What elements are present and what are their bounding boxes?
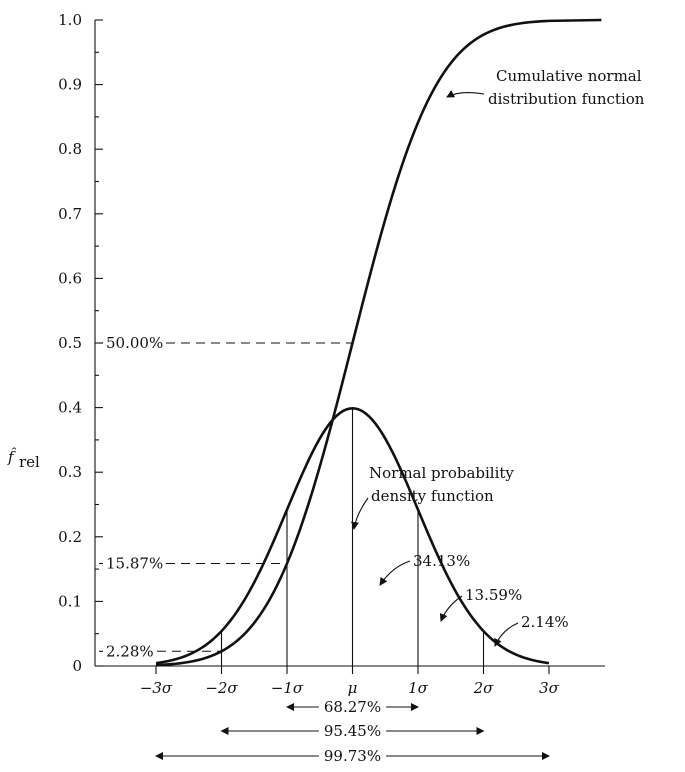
cdf-label-line-1: Cumulative normal <box>496 67 642 85</box>
ref-line-label: 50.00% <box>106 334 163 352</box>
area-label-2-pointer <box>494 622 519 647</box>
sigma-vertical-lines <box>220 408 485 666</box>
percentage-ranges: 68.27% 95.45% 99.73% <box>155 698 550 765</box>
y-axis-ticks: 0 0.1 0.2 0.3 0.4 0.5 0.6 0.7 0.8 0.9 1.0 <box>58 11 103 675</box>
y-axis-label: f̂ rel <box>7 448 40 471</box>
y-tick-label: 0.4 <box>58 399 82 417</box>
x-tick-label: 3σ <box>539 679 560 697</box>
pdf-label-line-2: density function <box>371 487 494 505</box>
x-axis-ticks: −3σ −2σ −1σ μ 1σ 2σ 3σ <box>140 666 560 697</box>
cdf-label: Cumulative normal distribution function <box>446 67 645 108</box>
pdf-label-pointer <box>351 497 369 530</box>
x-tick-label: −1σ <box>271 679 304 697</box>
cdf-curve <box>155 18 602 667</box>
y-tick-label: 0.3 <box>58 463 82 481</box>
y-tick-label: 0.2 <box>58 528 82 546</box>
y-tick-label: 0.9 <box>58 76 82 94</box>
area-label-2: 2.14% <box>521 613 569 631</box>
area-label-34-pointer <box>379 560 411 586</box>
y-tick-label: 0.1 <box>58 592 82 610</box>
range-label: 95.45% <box>324 722 381 740</box>
area-label-middle: 13.59% <box>439 586 522 622</box>
y-tick-label: 0.7 <box>58 205 82 223</box>
y-tick-label: 0.8 <box>58 140 82 158</box>
y-tick-label: 0.6 <box>58 269 82 287</box>
cdf-label-line-2: distribution function <box>488 90 645 108</box>
pdf-label-line-1: Normal probability <box>369 464 514 482</box>
pdf-curve <box>155 406 550 665</box>
cdf-label-pointer <box>446 90 485 98</box>
y-tick-label: 1.0 <box>58 11 82 29</box>
y-tick-label: 0.5 <box>58 334 82 352</box>
reference-lines: 50.00% 15.87% 2.28% <box>99 334 353 660</box>
ref-line-label: 15.87% <box>106 554 163 572</box>
range-label: 68.27% <box>324 698 381 716</box>
x-tick-label: μ <box>348 679 358 697</box>
area-label-center: 34.13% <box>379 552 470 586</box>
area-label-13: 13.59% <box>465 586 522 604</box>
pdf-label: Normal probability density function <box>351 464 514 530</box>
y-axis-label-sub: rel <box>19 453 40 471</box>
y-tick-label: 0 <box>72 657 82 675</box>
y-axis-label-main: f̂ <box>7 448 17 466</box>
x-tick-label: 1σ <box>408 679 429 697</box>
area-label-tail: 2.14% <box>494 613 569 647</box>
x-tick-label: −3σ <box>140 679 173 697</box>
area-label-13-pointer <box>439 595 463 622</box>
x-tick-label: 2σ <box>473 679 495 697</box>
range-label: 99.73% <box>324 747 381 765</box>
ref-line-label: 2.28% <box>106 642 154 660</box>
x-tick-label: −2σ <box>205 679 238 697</box>
area-label-34: 34.13% <box>413 552 470 570</box>
